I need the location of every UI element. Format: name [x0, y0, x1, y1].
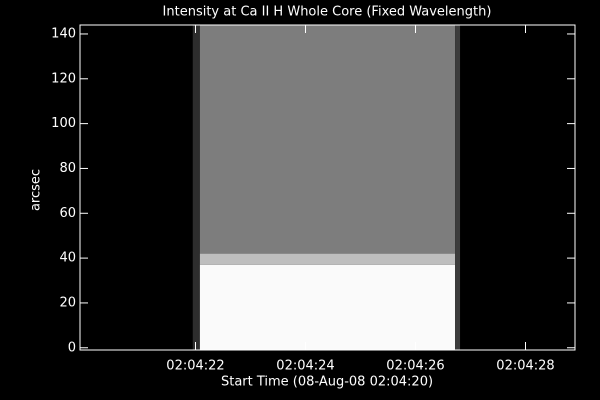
plot-frame [79, 24, 576, 351]
y-axis-label: arcsec [29, 169, 44, 211]
image-cell [199, 264, 456, 350]
y-tick-label: 80 [59, 161, 76, 176]
y-tick-label: 120 [51, 71, 76, 86]
image-cell [199, 253, 456, 265]
y-tick-label: 140 [51, 26, 76, 41]
x-tick-label: 02:04:22 [166, 359, 224, 374]
y-tick-label: 0 [68, 340, 76, 355]
x-tick-label: 02:04:24 [276, 359, 334, 374]
image-cell [199, 25, 456, 254]
image-cell [455, 25, 461, 350]
y-tick-label: 40 [59, 251, 76, 266]
y-tick-label: 100 [51, 116, 76, 131]
x-axis-label: Start Time (08-Aug-08 02:04:20) [221, 375, 433, 390]
x-tick-label: 02:04:26 [386, 359, 444, 374]
image-cell [192, 25, 200, 350]
y-tick-label: 20 [59, 295, 76, 310]
y-tick-label: 60 [59, 206, 76, 221]
chart-title: Intensity at Ca II H Whole Core (Fixed W… [163, 5, 492, 20]
x-tick-label: 02:04:28 [496, 359, 554, 374]
